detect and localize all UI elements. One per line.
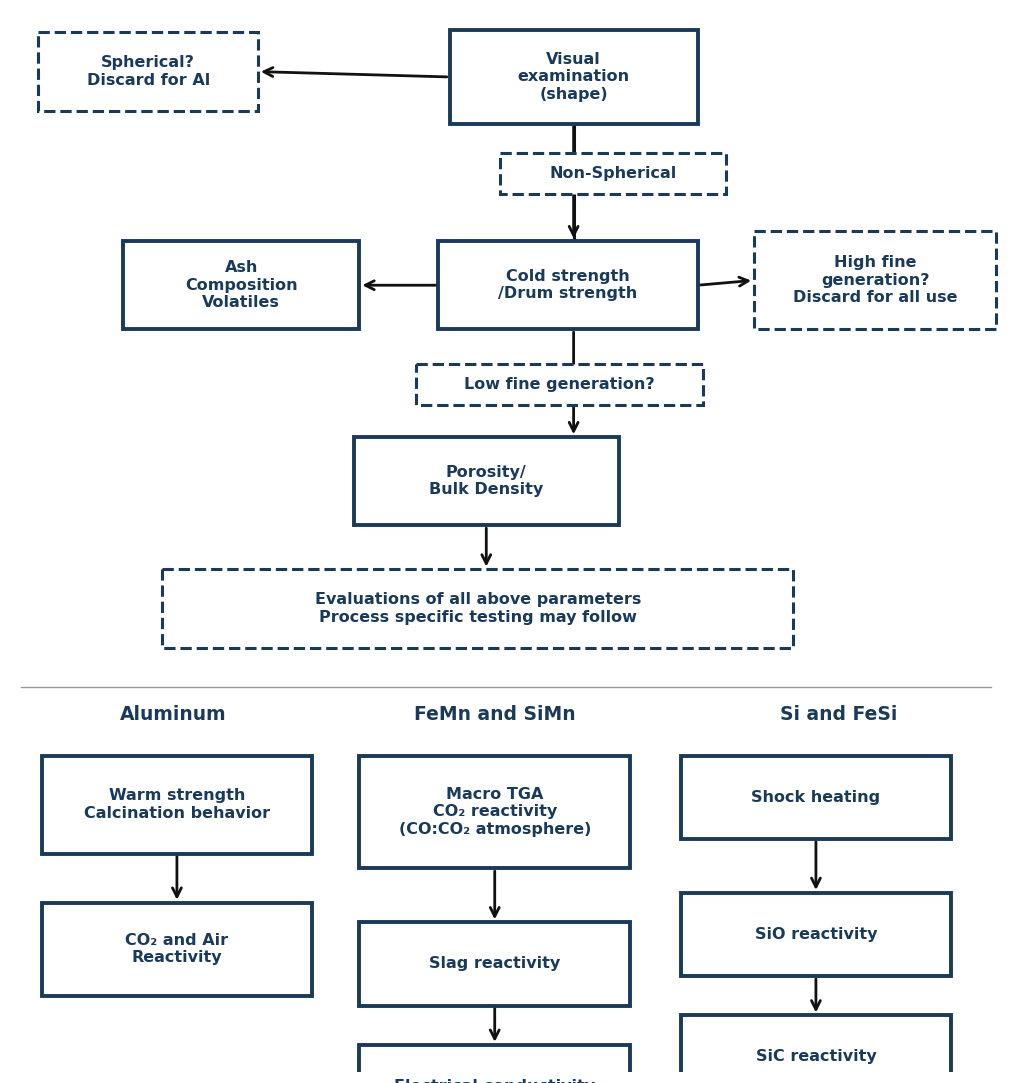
- Bar: [359, 1045, 629, 1083]
- Bar: [359, 756, 629, 869]
- Text: CO₂ and Air
Reactivity: CO₂ and Air Reactivity: [125, 932, 228, 965]
- Text: Non-Spherical: Non-Spherical: [549, 166, 676, 181]
- Text: SiC reactivity: SiC reactivity: [755, 1049, 876, 1065]
- Bar: [41, 902, 311, 995]
- Text: Visual
examination
(shape): Visual examination (shape): [517, 52, 629, 102]
- Bar: [416, 364, 703, 405]
- Text: Aluminum: Aluminum: [120, 705, 226, 723]
- Bar: [438, 242, 697, 329]
- Text: SiO reactivity: SiO reactivity: [754, 927, 877, 942]
- Bar: [449, 30, 697, 123]
- Text: Porosity/
Bulk Density: Porosity/ Bulk Density: [429, 465, 543, 497]
- Bar: [41, 756, 311, 853]
- Text: Warm strength
Calcination behavior: Warm strength Calcination behavior: [84, 788, 270, 821]
- Text: Low fine generation?: Low fine generation?: [464, 377, 654, 392]
- Text: Si and FeSi: Si and FeSi: [779, 705, 897, 723]
- Bar: [162, 570, 793, 648]
- Bar: [359, 923, 629, 1005]
- Text: Electrical conductivity: Electrical conductivity: [393, 1079, 594, 1083]
- Bar: [38, 32, 258, 110]
- Bar: [753, 232, 995, 329]
- Text: High fine
generation?
Discard for all use: High fine generation? Discard for all us…: [792, 256, 956, 305]
- Text: FeMn and SiMn: FeMn and SiMn: [413, 705, 575, 723]
- Text: Shock heating: Shock heating: [750, 790, 880, 805]
- Bar: [122, 242, 359, 329]
- Text: Ash
Composition
Volatiles: Ash Composition Volatiles: [185, 260, 297, 310]
- Bar: [354, 438, 618, 525]
- Bar: [680, 892, 950, 976]
- Bar: [499, 153, 725, 194]
- Bar: [680, 756, 950, 839]
- Text: Evaluations of all above parameters
Process specific testing may follow: Evaluations of all above parameters Proc…: [314, 592, 640, 625]
- Text: Macro TGA
CO₂ reactivity
(CO:CO₂ atmosphere): Macro TGA CO₂ reactivity (CO:CO₂ atmosph…: [398, 787, 590, 837]
- Text: Cold strength
/Drum strength: Cold strength /Drum strength: [497, 269, 637, 301]
- Text: Slag reactivity: Slag reactivity: [429, 956, 560, 971]
- Text: Spherical?
Discard for Al: Spherical? Discard for Al: [87, 55, 209, 88]
- Bar: [680, 1016, 950, 1083]
